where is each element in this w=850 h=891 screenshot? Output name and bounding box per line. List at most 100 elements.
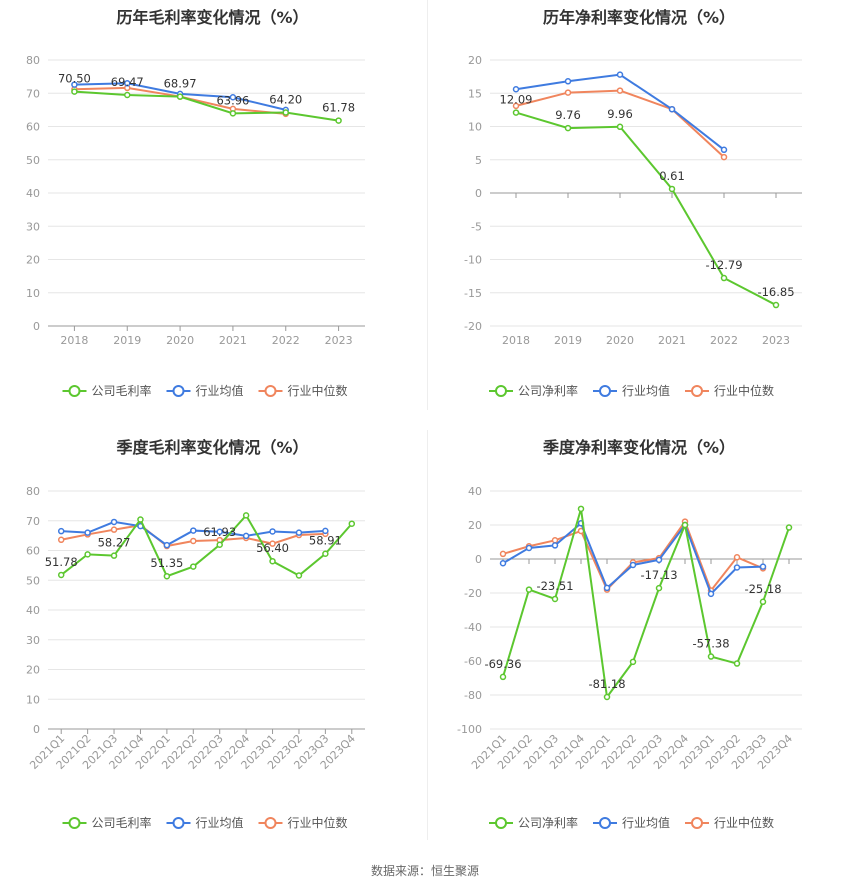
y-tick-label: 0	[33, 320, 40, 333]
data-point-company	[216, 541, 223, 549]
data-point-avg	[499, 560, 507, 567]
series-line-company	[502, 508, 790, 700]
data-point-company	[190, 563, 197, 570]
chart-annual-net-margin: -20 -15 -10 -5 0 5 10 15 20 2018 2019 2020 2021 2022 2…	[464, 54, 802, 398]
data-label: 70.50	[58, 72, 91, 86]
legend-swatch-marker	[599, 817, 611, 829]
y-tick-label: 30	[26, 220, 40, 233]
legend: 公司净利率 行业均值 行业中位数	[489, 815, 774, 830]
data-point-company	[629, 658, 637, 666]
data-point-avg	[564, 78, 572, 85]
chart-panel-quarterly-gross: 季度毛利率变化情况（%） 0 10 20 30 40 50 60 70 80 2021Q1 2021…	[0, 430, 425, 850]
y-tick-label: -15	[464, 287, 482, 300]
legend-label: 行业均值	[622, 815, 670, 830]
y-tick-label: 80	[26, 485, 40, 498]
legend-label: 行业均值	[196, 383, 244, 398]
data-point-median	[551, 537, 559, 544]
y-tick-label: 60	[26, 121, 40, 134]
data-label: 56.40	[256, 541, 289, 555]
data-point-avg	[190, 527, 197, 534]
data-point-median	[269, 540, 276, 547]
data-point-company	[512, 109, 520, 116]
legend-label: 行业中位数	[714, 815, 774, 830]
legend-swatch-marker	[495, 385, 507, 397]
data-label: 58.27	[98, 536, 131, 550]
y-tick-label: -40	[464, 621, 482, 634]
chart-panel-annual-net: 历年净利率变化情况（%） -20 -15 -10 -5 0 5 10 15 20 2018 2019…	[428, 0, 850, 420]
data-point-company	[785, 524, 793, 531]
data-label: 68.97	[164, 77, 197, 91]
data-point-company	[525, 586, 533, 593]
data-label: 64.20	[269, 93, 302, 107]
legend-swatch-marker	[68, 385, 81, 397]
chart-quarterly-gross-margin: 010203040506070802021Q12021Q22021Q32021Q…	[26, 485, 365, 830]
data-point-company	[668, 185, 676, 193]
data-label: -69.36	[484, 657, 521, 671]
data-point-company	[759, 598, 767, 606]
data-point-avg	[124, 80, 131, 87]
chart-annual-gross-margin: 0 10 20 30 40 50 60 70 80 2018 2019 2020 2021 2022 202…	[26, 54, 365, 398]
x-tick-label: 2022	[272, 334, 300, 347]
x-tick-label: 2018	[502, 334, 530, 347]
y-tick-label: 20	[468, 519, 482, 532]
data-label: 61.93	[203, 525, 236, 539]
data-point-company	[84, 551, 91, 558]
data-point-median	[499, 550, 507, 558]
legend-swatch-marker	[264, 817, 277, 829]
y-tick-label: 20	[26, 254, 40, 267]
x-tick-label: 2021	[219, 334, 247, 347]
data-point-avg	[551, 542, 559, 549]
series-line-company	[60, 513, 353, 578]
data-point-company	[772, 301, 780, 309]
legend-swatch-marker	[172, 385, 185, 397]
y-tick-label: 80	[26, 54, 40, 67]
data-point-company	[564, 124, 572, 132]
data-point-avg	[84, 529, 91, 536]
chart-title: 历年净利率变化情况（%）	[542, 8, 736, 27]
legend-label: 行业中位数	[714, 383, 774, 398]
series-line-company	[515, 111, 777, 306]
data-label: 51.78	[45, 555, 78, 569]
y-tick-label: 40	[26, 187, 40, 200]
legend-label: 行业均值	[196, 815, 244, 830]
y-tick-label: 50	[26, 154, 40, 167]
y-tick-label: 40	[468, 485, 482, 498]
legend-swatch-marker	[691, 817, 703, 829]
legend-label: 公司毛利率	[92, 383, 152, 398]
data-point-median	[190, 537, 197, 545]
data-point-company	[110, 552, 118, 559]
series-line-company	[74, 90, 339, 122]
y-tick-label: 0	[475, 187, 482, 200]
data-label: -12.79	[705, 258, 742, 272]
chart-panel-quarterly-net: 季度净利率变化情况（%） -100 -80 -60 -40 -20 0 20 40 2021Q1…	[428, 430, 850, 850]
y-tick-label: 5	[475, 154, 482, 167]
chart-title: 历年毛利率变化情况（%）	[116, 8, 309, 27]
y-tick-label: 50	[26, 574, 40, 587]
legend-label: 公司净利率	[518, 383, 578, 398]
data-point-median	[110, 526, 118, 533]
legend-label: 公司净利率	[518, 815, 578, 830]
data-label: 58.91	[309, 534, 342, 548]
data-point-company	[242, 512, 250, 519]
data-point-company	[176, 93, 184, 100]
y-tick-label: -20	[464, 587, 482, 600]
legend: 公司毛利率 行业均值 行业中位数	[62, 383, 348, 398]
data-point-avg	[707, 590, 715, 598]
data-point-median	[616, 87, 624, 94]
x-tick-label: 2018	[60, 334, 88, 347]
data-point-company	[137, 516, 144, 523]
x-tick-label: 2019	[554, 334, 582, 347]
data-point-avg	[668, 105, 676, 113]
data-label: 9.96	[607, 107, 633, 121]
data-point-company	[707, 653, 715, 660]
data-point-company	[348, 520, 356, 527]
data-label: -57.38	[692, 637, 729, 651]
data-point-avg	[242, 532, 250, 540]
data-label: 51.35	[150, 556, 183, 570]
chart-quarterly-net-margin: -100-80-60-40-20020402021Q12021Q22021Q32…	[457, 485, 802, 830]
data-point-company	[322, 550, 329, 557]
y-tick-label: 30	[26, 634, 40, 647]
data-label: -16.85	[757, 285, 794, 299]
chart-panel-annual-gross: 历年毛利率变化情况（%） 0 10 20 30 40 50 60 70 80 2018 2019 20…	[0, 0, 425, 420]
data-point-company	[269, 557, 276, 565]
